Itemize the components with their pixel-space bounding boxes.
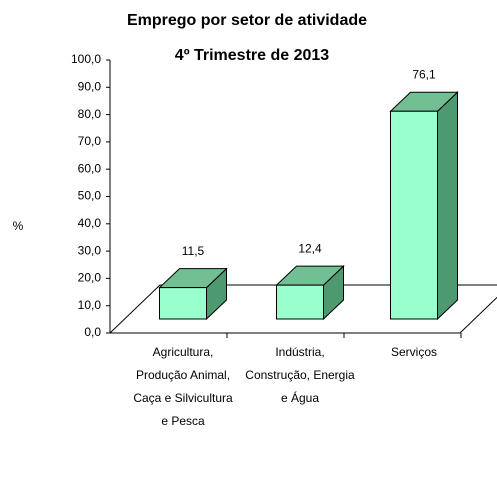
chart-title: Emprego por setor de atividade: [127, 12, 367, 29]
y-axis-label: %: [13, 219, 24, 233]
y-tick-label: 90,0: [78, 79, 102, 93]
bar: [276, 284, 324, 320]
y-tick-label: 100,0: [71, 52, 101, 66]
y-tick-label: 20,0: [78, 271, 102, 285]
bar: [159, 287, 207, 320]
y-tick-label: 50,0: [78, 189, 102, 203]
x-tick-label: Serviços: [390, 345, 437, 359]
chart-subtitle: 4º Trimestre de 2013: [175, 47, 329, 64]
y-tick-label: 60,0: [78, 161, 102, 175]
x-tick-label: Agricultura, Produção Animal, Caça e Sil…: [133, 345, 233, 428]
y-tick-label: 40,0: [78, 216, 102, 230]
value-label: 11,5: [182, 244, 205, 258]
value-label: 12,4: [298, 241, 322, 255]
bar: [390, 110, 438, 320]
x-tick-label: Indústria, Construção, Energia e Água: [245, 345, 355, 405]
bar-side: [437, 91, 458, 321]
y-tick-label: 70,0: [78, 134, 102, 148]
y-tick-label: 0,0: [84, 325, 101, 339]
value-label: 76,1: [412, 67, 436, 81]
y-tick-label: 80,0: [78, 107, 102, 121]
y-tick-label: 10,0: [78, 298, 102, 312]
y-tick-label: 30,0: [78, 243, 102, 257]
